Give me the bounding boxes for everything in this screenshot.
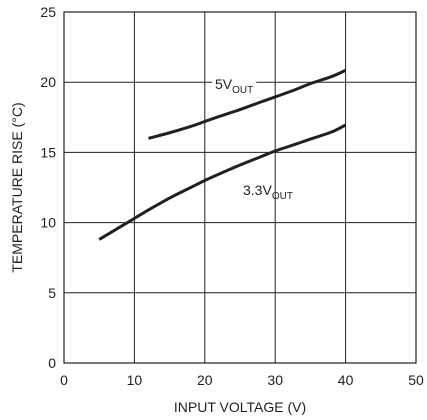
y-tick-label: 20 xyxy=(40,74,56,90)
series-line-3v3-out xyxy=(98,123,347,241)
annotation-5v-out: 5VOUT xyxy=(212,75,257,97)
x-tick-label: 30 xyxy=(267,372,283,388)
x-tick-label: 10 xyxy=(127,372,143,388)
annotation-3v3-out: 3.3VOUT xyxy=(243,182,293,202)
y-axis-title: TEMPERATURE RISE (°C) xyxy=(9,102,25,272)
x-tick-label: 40 xyxy=(338,372,354,388)
y-tick-label: 5 xyxy=(48,285,56,301)
annotation-subscript: OUT xyxy=(272,191,293,202)
y-tick-label: 15 xyxy=(40,144,56,160)
series-line-5v-out xyxy=(148,68,347,140)
y-tick-label: 25 xyxy=(40,4,56,20)
grid-lines xyxy=(64,12,416,363)
annotation-main: 3.3V xyxy=(243,182,272,198)
tick-labels: 0 10 20 30 40 50 0 5 10 15 20 25 xyxy=(40,4,424,388)
series-lines xyxy=(98,68,347,241)
y-tick-label: 10 xyxy=(40,215,56,231)
plot-frame xyxy=(63,11,417,364)
y-tick-label: 0 xyxy=(48,355,56,371)
annotation-subscript: OUT xyxy=(232,85,253,96)
annotation-text: 5VOUT xyxy=(215,76,253,96)
annotation-text: 3.3VOUT xyxy=(243,182,293,202)
x-tick-label: 50 xyxy=(408,372,424,388)
x-axis-title: INPUT VOLTAGE (V) xyxy=(174,399,306,415)
annotation-main: 5V xyxy=(215,76,233,92)
annotation-background xyxy=(212,75,257,97)
x-tick-label: 0 xyxy=(60,372,68,388)
x-tick-label: 20 xyxy=(197,372,213,388)
